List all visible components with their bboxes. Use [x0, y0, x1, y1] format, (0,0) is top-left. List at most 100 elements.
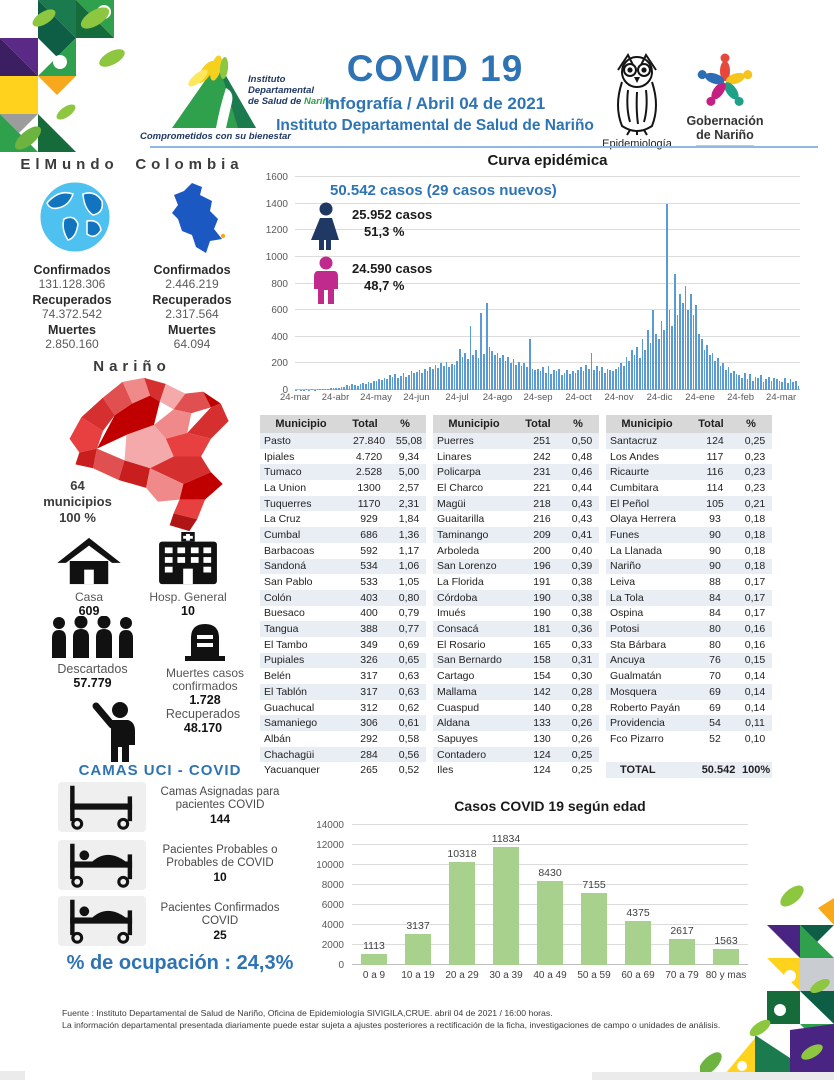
y-tick-label: 1600	[265, 172, 288, 183]
table-row: Pupiales 326 0,65	[260, 652, 426, 669]
table-row: El Rosario 165 0,33	[433, 637, 599, 653]
age-bar	[405, 933, 431, 965]
idsn-logo: Instituto Departamental de Salud de Nari…	[140, 52, 430, 144]
age-category-label: 0 a 9	[362, 970, 386, 981]
epidemic-bar	[432, 369, 434, 390]
epidemic-bar	[762, 382, 765, 390]
bed-patient-icon	[70, 843, 133, 888]
table-row: El Peñol 105 0,21	[606, 495, 772, 512]
epidemic-bar	[544, 372, 547, 390]
epidemic-bar	[418, 370, 421, 390]
table-row: El Tambo 349 0,69	[260, 637, 426, 653]
corner-mosaic-bottom-right	[700, 885, 834, 1080]
epidemic-bar	[614, 368, 617, 390]
cell-municipio: La Union	[264, 481, 307, 494]
epidemic-bar	[622, 366, 625, 390]
epidemic-bar	[639, 358, 641, 390]
cell-pct: 5,00	[398, 466, 420, 479]
age-bar	[669, 938, 695, 965]
cell-municipio: Sandoná	[264, 560, 307, 573]
table-row: Guaitarilla 216 0,43	[433, 511, 599, 527]
cell-municipio: Mallama	[437, 685, 477, 698]
cell-total: 251	[533, 434, 551, 447]
cell-municipio: Tangua	[264, 623, 299, 636]
table-row: Iles 124 0,25	[433, 762, 599, 778]
epidemic-bar	[496, 352, 499, 390]
table-row: Gualmatán 70 0,14	[606, 668, 772, 684]
cell-total: 76	[709, 654, 721, 667]
x-tick-label: 24-dic	[646, 392, 673, 403]
epidemic-bar	[636, 347, 638, 390]
cell-total: 221	[533, 481, 551, 494]
epidemic-bar	[590, 352, 593, 390]
x-tick-label: 24-nov	[604, 392, 634, 403]
epidemic-bar	[630, 350, 633, 390]
epidemic-bar	[781, 382, 784, 390]
cell-municipio: Yacuanquer	[264, 764, 320, 777]
x-tick-label: 24-mar	[279, 392, 311, 403]
age-bar-value: 3137	[406, 919, 430, 932]
epidemic-bar	[378, 379, 380, 390]
recuperados-value: 48.170	[183, 721, 223, 735]
table-row: Belén 317 0,63	[260, 668, 426, 684]
epidemic-bar	[741, 378, 743, 390]
table-row: Cumbal 686 1,36	[260, 527, 426, 543]
epidemic-bar	[794, 380, 797, 390]
age-bar-slot: 11834	[484, 825, 528, 965]
epidemic-bar	[574, 372, 577, 390]
footer-line2: La información departamental presentada …	[62, 1019, 721, 1030]
age-bar	[625, 921, 651, 965]
table-row: Leiva 88 0,17	[606, 574, 772, 590]
cell-pct: 0,44	[571, 481, 593, 494]
corner-mosaic-top-left	[0, 0, 125, 152]
epidemic-bar	[491, 351, 493, 390]
cell-pct: 0,56	[398, 748, 420, 761]
cell-total: 181	[533, 623, 551, 636]
cell-municipio: El Peñol	[610, 497, 650, 510]
cell-municipio: Sapuyes	[437, 732, 478, 745]
world-confirmados-label: Confirmados	[33, 263, 111, 277]
epidemic-bar	[518, 362, 520, 390]
epidemic-bar	[757, 378, 759, 390]
cell-pct: 0,33	[571, 638, 593, 651]
table-row: Fco Pizarro 52 0,10	[606, 731, 772, 747]
table-row: Potosi 80 0,16	[606, 621, 772, 637]
header-total: Total	[352, 418, 378, 430]
epidemic-bar	[770, 380, 773, 390]
cell-municipio: Barbacoas	[264, 544, 315, 557]
cell-pct: 0,79	[398, 607, 420, 620]
cell-municipio: Leiva	[610, 576, 636, 589]
cell-municipio: La Llanada	[610, 544, 662, 557]
epidemic-bar	[673, 274, 676, 390]
cell-municipio: San Bernardo	[437, 654, 502, 667]
cell-pct: 0,38	[571, 576, 593, 589]
cell-total: 2.528	[355, 466, 383, 479]
world-muertes-label: Muertes	[48, 323, 96, 337]
cell-municipio: Santacruz	[610, 434, 658, 447]
cell-pct: 0,23	[744, 481, 766, 494]
muertes-value: 1.728	[189, 693, 221, 707]
cell-total: 534	[360, 560, 378, 573]
epidemic-bar	[375, 381, 378, 390]
epidemic-bar	[751, 380, 754, 390]
cell-total: 200	[533, 544, 551, 557]
table-row: Nariño 90 0,18	[606, 558, 772, 575]
recuperados-block	[88, 698, 143, 767]
table-header-row: Municipio Total%	[260, 415, 426, 433]
cell-pct: 0,43	[571, 513, 593, 526]
table-row: Samaniego 306 0,61	[260, 715, 426, 732]
y-tick-label: 200	[271, 358, 288, 370]
epidemic-bar	[343, 387, 346, 390]
epidemic-bar	[348, 386, 351, 390]
epidemic-bar	[512, 359, 515, 390]
epidemic-bar	[792, 382, 794, 390]
epidemic-bar	[708, 355, 711, 390]
epidemic-bar	[776, 379, 778, 390]
epidemic-bar	[485, 303, 488, 390]
epidemic-bar	[364, 383, 367, 390]
cell-total: 158	[533, 654, 551, 667]
age-bar	[537, 880, 563, 965]
gridline	[295, 255, 800, 257]
hospital-block: Hosp. General 10	[143, 532, 233, 619]
age-category-label: 40 a 49	[533, 970, 567, 981]
